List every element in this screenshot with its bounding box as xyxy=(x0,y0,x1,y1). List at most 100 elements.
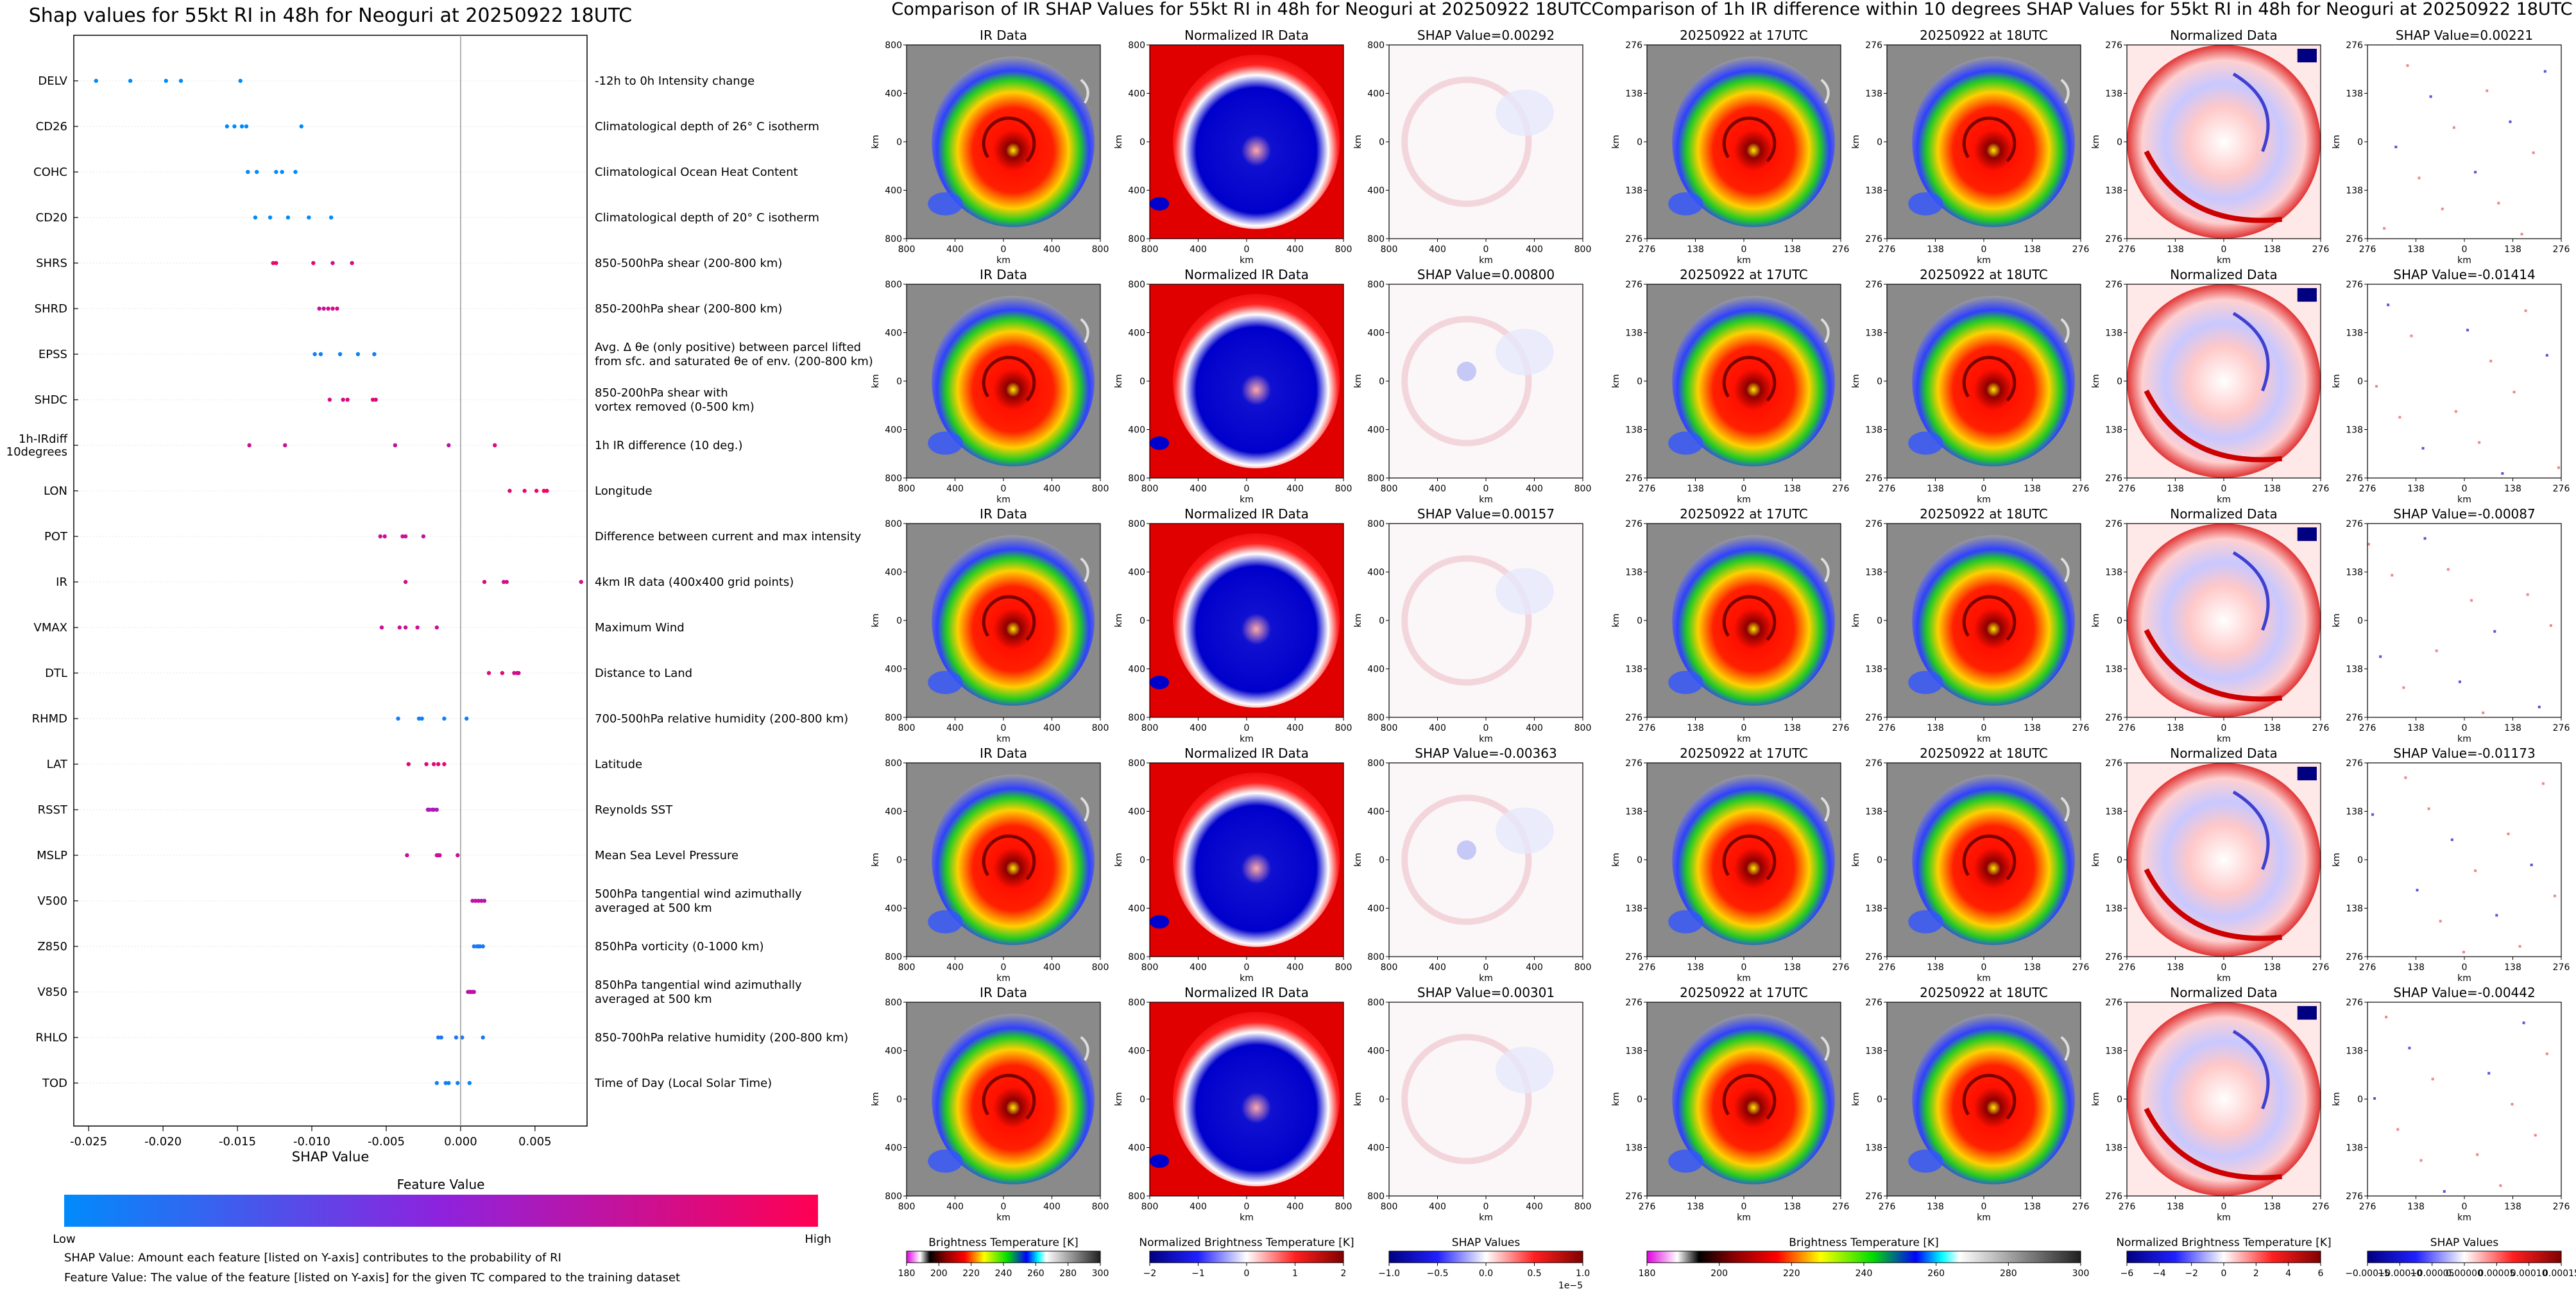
feature-name: DTL xyxy=(45,667,67,680)
x-tick-label: 800 xyxy=(1381,244,1398,255)
x-tick-label: 0.005 xyxy=(518,1135,552,1148)
y-tick-label: 0 xyxy=(2117,855,2122,866)
shap-value-title: SHAP Value=-0.00087 xyxy=(2393,506,2535,522)
y-axis-label: km xyxy=(1611,1092,1621,1106)
y-tick-label: 800 xyxy=(1128,474,1145,484)
colorbar-tick-label: −0.00005 xyxy=(2410,1268,2455,1279)
x-tick-label: 276 xyxy=(2072,484,2090,494)
y-axis-label: km xyxy=(2091,1092,2101,1106)
shap-point xyxy=(477,944,482,949)
shap-point xyxy=(268,215,273,220)
shap-point xyxy=(311,260,316,266)
y-tick-label: 138 xyxy=(1625,904,1642,914)
x-tick-label: -0.020 xyxy=(144,1135,182,1148)
colorbar-tick-label: −1.0 xyxy=(1378,1268,1400,1279)
shap-diff-background xyxy=(2367,763,2561,957)
x-tick-label: 800 xyxy=(1092,244,1109,255)
x-tick-label: 138 xyxy=(2407,1202,2425,1212)
x-axis-label: km xyxy=(2457,973,2471,984)
x-tick-label: 138 xyxy=(2264,962,2281,973)
y-tick-label: 138 xyxy=(1625,186,1642,196)
feature-name: V850 xyxy=(37,986,67,999)
shap-point xyxy=(473,898,478,903)
y-tick-label: 138 xyxy=(1865,1143,1882,1154)
y-tick-label: 138 xyxy=(2105,665,2122,675)
x-axis-label: km xyxy=(2217,495,2231,505)
y-tick-label: 400 xyxy=(1367,904,1385,914)
y-tick-label: 138 xyxy=(2346,89,2363,99)
shap-diff-speck xyxy=(2489,359,2493,363)
storm-cloud xyxy=(1912,774,2075,945)
panel-title: Normalized Data xyxy=(2170,28,2278,43)
y-tick-label: 0 xyxy=(2117,616,2122,626)
shap-point xyxy=(470,898,475,903)
ndiff-band xyxy=(2232,551,2270,631)
shap-diff-speck xyxy=(2458,680,2461,683)
shap-diff-speck xyxy=(2518,944,2521,948)
x-tick-label: 800 xyxy=(898,723,916,733)
feature-name: V500 xyxy=(37,894,67,908)
storm-cloud xyxy=(1912,296,2075,466)
x-axis-label: km xyxy=(2457,734,2471,744)
x-tick-label: 0 xyxy=(1483,723,1489,733)
y-tick-label: 400 xyxy=(1128,1143,1145,1154)
shap-point xyxy=(476,898,481,903)
shap-blob xyxy=(1456,840,1476,860)
shap-diff-speck xyxy=(2499,1184,2502,1187)
y-axis-label: km xyxy=(1114,1092,1124,1106)
shap-point xyxy=(442,762,447,767)
shap-point xyxy=(330,260,335,266)
cloud-patch xyxy=(928,431,963,455)
x-tick-label: -0.025 xyxy=(70,1135,107,1148)
eyewall-spiral xyxy=(1722,1073,1777,1120)
shap-diff-speck xyxy=(2530,864,2533,867)
x-tick-label: 0 xyxy=(1483,484,1489,494)
y-tick-label: 0 xyxy=(896,1095,902,1105)
colorbar-tick-label: 6 xyxy=(2318,1268,2324,1279)
panel-title: IR Data xyxy=(980,746,1027,761)
shap-point xyxy=(416,716,422,721)
shap-point xyxy=(472,989,476,994)
eyewall-spiral xyxy=(1962,595,2017,641)
x-axis-label: km xyxy=(1479,255,1493,266)
shap-diff-speck xyxy=(2553,894,2556,898)
x-tick-label: 138 xyxy=(2024,962,2041,973)
x-tick-label: 800 xyxy=(1092,1202,1109,1212)
shap-diff-speck xyxy=(2406,64,2409,67)
x-tick-label: 800 xyxy=(1335,484,1352,494)
panel-title: 20250922 at 17UTC xyxy=(1680,985,1808,1000)
x-tick-label: 800 xyxy=(1141,962,1159,973)
feature-name: SHRD xyxy=(35,302,67,316)
x-tick-label: 276 xyxy=(1639,962,1656,973)
y-tick-label: 138 xyxy=(2105,329,2122,339)
cloud-patch xyxy=(1668,1149,1703,1173)
x-tick-label: 800 xyxy=(1381,723,1398,733)
y-tick-label: 138 xyxy=(1865,186,1882,196)
x-tick-label: 138 xyxy=(2024,1202,2041,1212)
ndiff-band xyxy=(2232,790,2270,871)
y-tick-label: 0 xyxy=(1637,616,1642,626)
shap-point xyxy=(481,1035,485,1040)
shap-diff-speck xyxy=(2435,649,2438,653)
feature-description: 850-200hPa shear (200-800 km) xyxy=(595,302,782,316)
shap-blob xyxy=(1496,807,1554,854)
shap-blob xyxy=(1456,361,1476,382)
feature-description: Time of Day (Local Solar Time) xyxy=(594,1077,772,1090)
shap-point xyxy=(164,78,168,83)
cloud-patch xyxy=(1908,1149,1943,1173)
y-tick-label: 800 xyxy=(1367,280,1385,290)
x-tick-label: 138 xyxy=(1927,723,1944,733)
colorbar-tick-label: 220 xyxy=(962,1268,980,1279)
x-tick-label: 138 xyxy=(1927,1202,1944,1212)
feature-name: RHLO xyxy=(35,1031,67,1045)
coastline xyxy=(2060,78,2070,104)
y-tick-label: 400 xyxy=(1128,904,1145,914)
x-tick-label: 400 xyxy=(1190,723,1207,733)
y-tick-label: 800 xyxy=(1367,758,1385,769)
shap-diff-speck xyxy=(2520,232,2523,235)
shap-diff-speck xyxy=(2466,329,2469,332)
shap-point xyxy=(400,534,405,539)
y-axis-label: km xyxy=(871,613,881,627)
shap-diff-speck xyxy=(2474,869,2477,873)
